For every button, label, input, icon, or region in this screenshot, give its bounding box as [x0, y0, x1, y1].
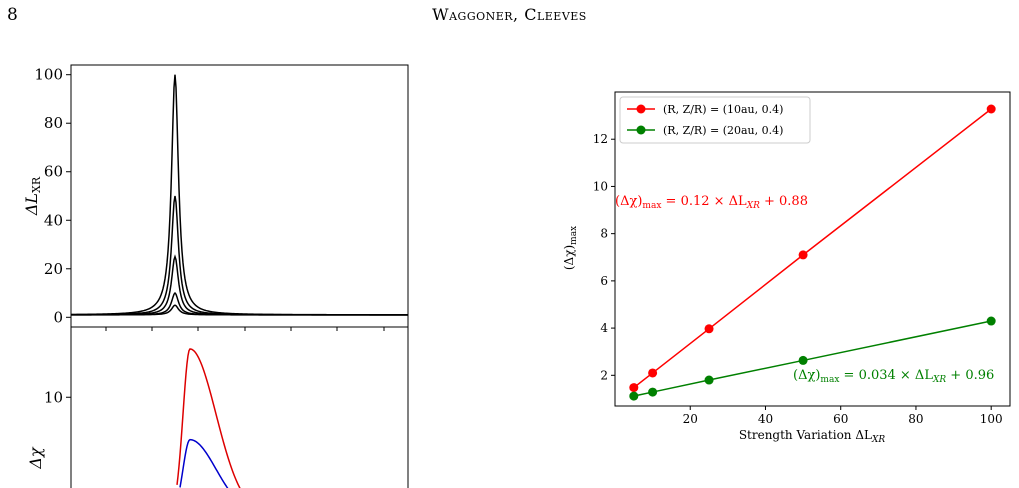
legend-label: (R, Z/R) = (20au, 0.4) — [663, 124, 783, 137]
y-axis-label-sub: max — [569, 226, 579, 245]
fit-annotation-part: = 0.034 × ΔL — [839, 368, 933, 383]
top-y-tick-label: 60 — [44, 163, 63, 181]
xr-strength-curve — [70, 254, 408, 316]
y-tick-label: 12 — [593, 132, 608, 146]
delta-chi-curve — [179, 438, 229, 488]
fit-annotation-sub: XR — [746, 201, 760, 211]
data-point — [798, 355, 808, 365]
bottom-curves — [176, 348, 241, 488]
data-point — [798, 250, 808, 260]
fit-annotation-part: + 0.96 — [946, 368, 994, 383]
fit-annotation-part: = 0.12 × ΔL — [661, 194, 747, 209]
bottom-y-tick-label: 10 — [44, 388, 63, 406]
fit-annotation-part: (Δχ) — [793, 368, 820, 383]
x-tick-label: 100 — [980, 412, 1003, 426]
series-layer — [629, 104, 996, 401]
x-tick-label: 40 — [758, 412, 773, 426]
y-axis-label-main: (Δχ) — [562, 245, 576, 270]
top-ylabel-sub: XR — [30, 176, 43, 193]
y-tick-label: 2 — [600, 368, 608, 382]
data-point — [986, 316, 996, 326]
data-point — [629, 391, 639, 401]
xr-strength-curve — [71, 304, 408, 316]
top-y-axis: 0 20 40 60 80 100 — [34, 66, 71, 326]
top-ylabel: ΔLXR — [22, 176, 43, 216]
top-ylabel-main: ΔL — [22, 193, 41, 216]
fit-annotation-part: + 0.88 — [760, 194, 808, 209]
bottom-panel: 10 Δχ — [26, 326, 409, 488]
running-head: Waggoner, Cleeves — [432, 5, 587, 24]
x-tick-label: 60 — [833, 412, 848, 426]
legend-box — [619, 96, 811, 144]
xr-strength-curve — [71, 291, 408, 316]
fit-annotation: (Δχ)max = 0.12 × ΔLXR + 0.88 — [615, 194, 808, 211]
data-point — [704, 324, 714, 334]
data-point — [648, 387, 658, 397]
data-point — [704, 375, 714, 385]
top-y-tick-label: 40 — [44, 211, 63, 229]
annotations: (Δχ)max = 0.12 × ΔLXR + 0.88(Δχ)max = 0.… — [615, 194, 994, 385]
bottom-ylabel: Δχ — [26, 446, 45, 470]
chart-frame — [614, 91, 1011, 407]
y-axis: 2 4 6 8 10 12 — [593, 132, 615, 382]
top-panel: 0 20 40 60 80 100 ΔLXR — [22, 64, 409, 331]
x-axis-label-sub: XR — [871, 435, 885, 445]
legend: (R, Z/R) = (10au, 0.4) (R, Z/R) = (20au, … — [619, 96, 811, 144]
bottom-y-axis: 10 — [44, 388, 71, 406]
fit-annotation: (Δχ)max = 0.034 × ΔLXR + 0.96 — [793, 368, 994, 385]
top-y-tick-label: 80 — [44, 114, 63, 132]
page-number: 8 — [7, 5, 18, 25]
data-point — [629, 383, 639, 393]
x-axis-label-main: Strength Variation ΔL — [739, 428, 872, 442]
fit-annotation-part: (Δχ) — [615, 194, 642, 209]
legend-marker — [636, 104, 646, 114]
x-axis: 20 40 60 80 100 — [683, 406, 1003, 426]
y-tick-label: 6 — [600, 274, 608, 288]
legend-label: (R, Z/R) = (10au, 0.4) — [663, 103, 783, 116]
top-y-tick-label: 0 — [53, 308, 63, 326]
xr-strength-curve — [70, 195, 408, 316]
top-y-tick-label: 20 — [44, 260, 63, 278]
data-point — [986, 104, 996, 114]
y-tick-label: 4 — [600, 321, 608, 335]
y-tick-label: 8 — [600, 227, 608, 241]
series-line — [633, 108, 992, 389]
y-axis-label: (Δχ)max — [562, 226, 579, 270]
top-x-axis — [105, 327, 385, 331]
fit-annotation-sub: max — [820, 375, 839, 385]
x-tick-label: 80 — [908, 412, 923, 426]
xr-strength-curve — [70, 74, 408, 316]
top-curves — [70, 74, 408, 316]
page-header: 8 Waggoner, Cleeves — [0, 0, 1019, 40]
data-point — [648, 368, 658, 378]
fit-annotation-sub: max — [642, 201, 661, 211]
delta-chi-curve — [176, 348, 241, 488]
top-panel-frame — [70, 64, 409, 328]
x-tick-label: 20 — [683, 412, 698, 426]
fit-annotation-sub: XR — [932, 375, 946, 385]
bottom-panel-frame — [70, 326, 409, 488]
x-axis-label: Strength Variation ΔLXR — [739, 428, 886, 445]
left-figure: 0 20 40 60 80 100 ΔLXR 10 Δχ — [22, 64, 409, 488]
legend-marker — [636, 125, 646, 135]
top-y-tick-label: 100 — [34, 66, 63, 84]
y-tick-label: 10 — [593, 179, 608, 193]
